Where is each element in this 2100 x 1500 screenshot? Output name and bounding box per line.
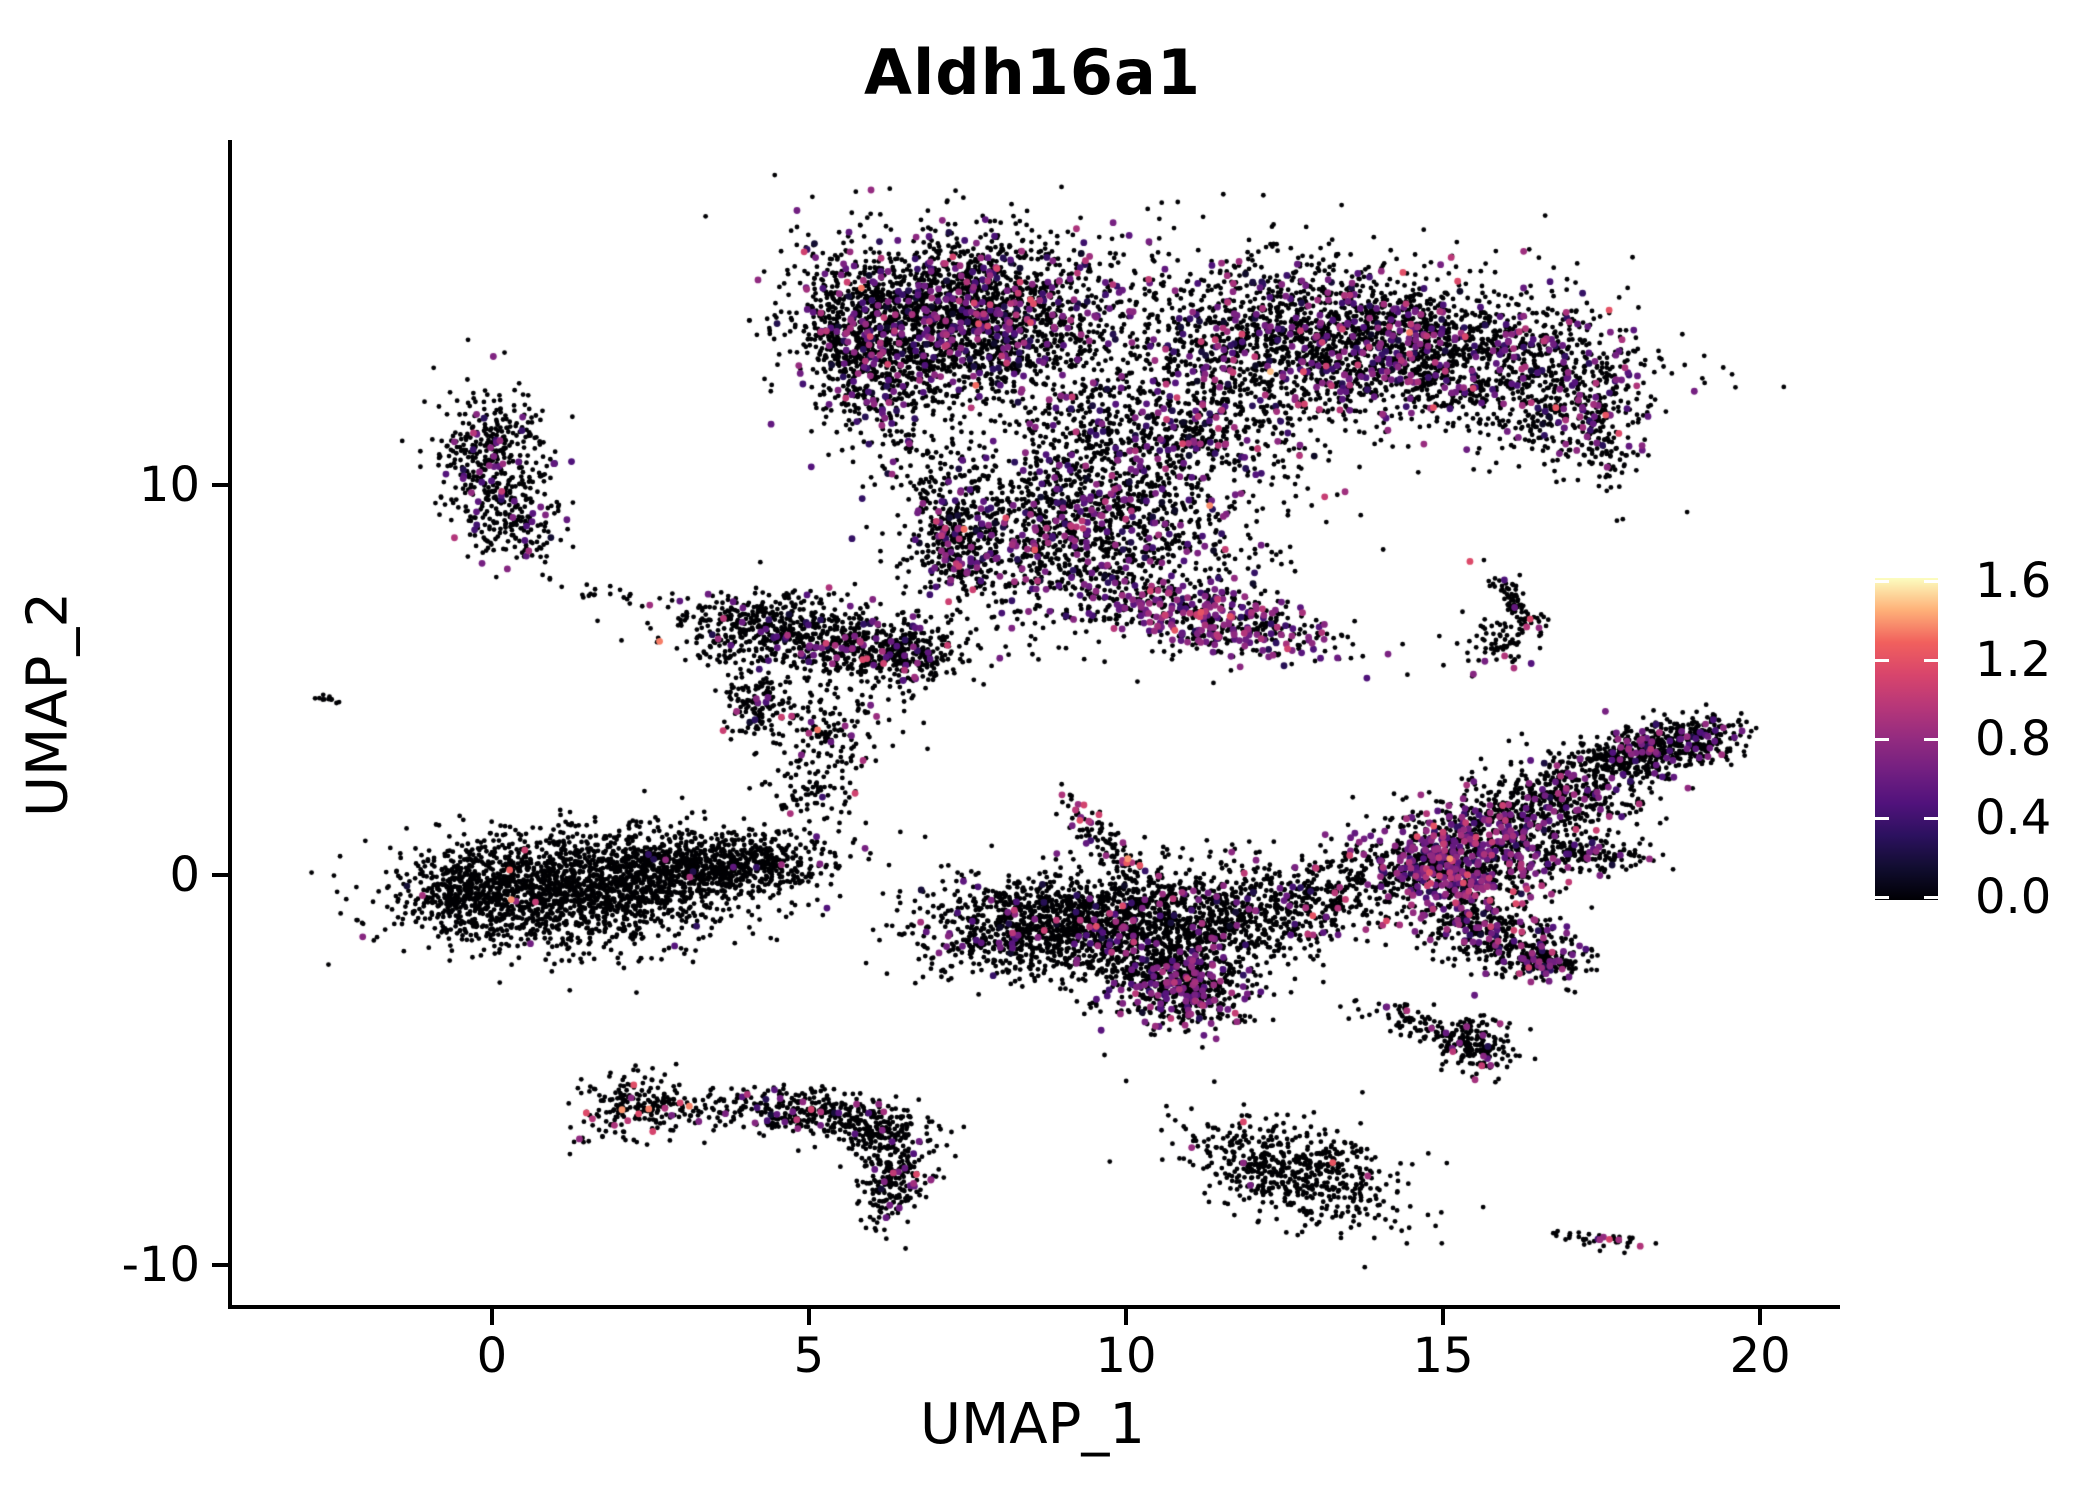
x-tick-mark (1758, 1309, 1763, 1325)
y-tick-label: 0 (169, 846, 200, 903)
colorbar-tick-mark (1924, 659, 1938, 662)
x-tick-label: 15 (1412, 1328, 1474, 1384)
x-tick-label: 5 (793, 1328, 825, 1384)
y-tick-label: -10 (121, 1236, 200, 1293)
colorbar-tick-mark (1875, 580, 1889, 583)
colorbar-tick-mark (1875, 659, 1889, 662)
x-axis-label: UMAP_1 (919, 1392, 1145, 1457)
y-tick-mark (212, 483, 228, 488)
y-tick-mark (212, 1262, 228, 1267)
x-tick-mark (806, 1309, 811, 1325)
colorbar-tick-label: 1.2 (1975, 632, 2052, 688)
colorbar-tick-mark (1924, 896, 1938, 899)
colorbar-tick-mark (1924, 580, 1938, 583)
x-tick-mark (1124, 1309, 1129, 1325)
y-axis-line (228, 140, 232, 1309)
colorbar-tick-label: 1.6 (1975, 553, 2052, 609)
colorbar-tick-mark (1924, 817, 1938, 820)
colorbar-tick-mark (1875, 738, 1889, 741)
x-tick-mark (489, 1309, 494, 1325)
x-axis-line (228, 1305, 1840, 1309)
colorbar-tick-label: 0.0 (1975, 869, 2052, 925)
colorbar-tick-mark (1875, 896, 1889, 899)
colorbar-tick-label: 0.4 (1975, 790, 2052, 846)
y-tick-label: 10 (138, 457, 200, 514)
x-tick-label: 10 (1095, 1328, 1157, 1384)
x-tick-mark (1441, 1309, 1446, 1325)
colorbar-tick-mark (1875, 817, 1889, 820)
y-tick-mark (212, 872, 228, 877)
x-tick-label: 20 (1729, 1328, 1791, 1384)
x-tick-label: 0 (476, 1328, 508, 1384)
colorbar-tick-mark (1924, 738, 1938, 741)
colorbar-tick-label: 0.8 (1975, 711, 2052, 767)
